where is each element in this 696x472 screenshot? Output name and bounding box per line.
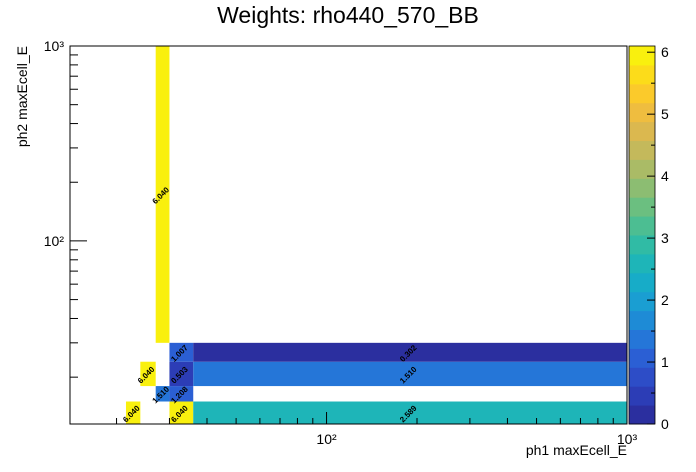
palette-swatch	[629, 159, 655, 179]
palette-frame	[628, 45, 656, 425]
cells-layer	[125, 46, 627, 424]
z-axis: 0 1 2 3 4 5 6	[647, 44, 669, 432]
palette-swatch	[629, 46, 655, 66]
plot-frame	[69, 45, 628, 425]
z-tick-label: 6	[661, 44, 669, 60]
x-axis-label: ph1 maxEcell_E	[526, 442, 627, 458]
palette-swatch	[629, 83, 655, 104]
heatmap-cell	[140, 361, 156, 387]
z-tick-label: 5	[661, 106, 669, 122]
z-tick-label: 1	[661, 354, 669, 370]
heatmap-cell	[155, 46, 170, 343]
heatmap-cell	[169, 361, 194, 387]
palette-swatch	[629, 140, 655, 160]
palette-swatch	[629, 178, 655, 198]
palette-swatch	[629, 291, 655, 312]
chart-title: Weights: rho440_570_BB	[217, 2, 479, 28]
heatmap-cell	[169, 401, 194, 424]
z-tick-label: 4	[661, 168, 669, 184]
palette-swatch	[629, 386, 655, 406]
heatmap-cell	[169, 386, 194, 402]
y-axis: 10² 10³	[44, 38, 87, 378]
palette-swatch	[629, 348, 655, 368]
heatmap-cell	[169, 342, 194, 362]
palette-swatch	[629, 253, 655, 274]
palette-swatch	[629, 329, 655, 349]
palette-swatch	[629, 64, 655, 85]
palette-swatch	[629, 405, 655, 425]
palette-swatch	[629, 235, 655, 255]
y-tick-label: 10²	[44, 233, 65, 249]
x-tick-label: 10³	[617, 431, 638, 447]
x-axis: 10² 10³	[116, 412, 638, 447]
x-tick-label: 10²	[316, 431, 337, 447]
heatmap-cell	[193, 361, 627, 387]
palette-swatch	[629, 216, 655, 236]
heatmap-cell	[193, 401, 627, 424]
palette-swatch	[629, 367, 655, 387]
palette-swatch	[629, 197, 655, 217]
palette-swatch	[629, 272, 655, 293]
z-tick-label: 3	[661, 230, 669, 246]
y-axis-label: ph2 maxEcell_E	[14, 46, 30, 147]
heatmap-cell	[125, 401, 141, 424]
z-tick-label: 2	[661, 292, 669, 308]
heatmap-cell	[155, 386, 170, 402]
palette-swatch	[629, 310, 655, 330]
color-palette	[628, 45, 656, 425]
heatmap-cell	[193, 342, 627, 362]
palette-swatch	[629, 121, 655, 141]
z-tick-label: 0	[661, 416, 669, 432]
palette-swatch	[629, 102, 655, 123]
y-tick-label: 10³	[44, 38, 65, 54]
